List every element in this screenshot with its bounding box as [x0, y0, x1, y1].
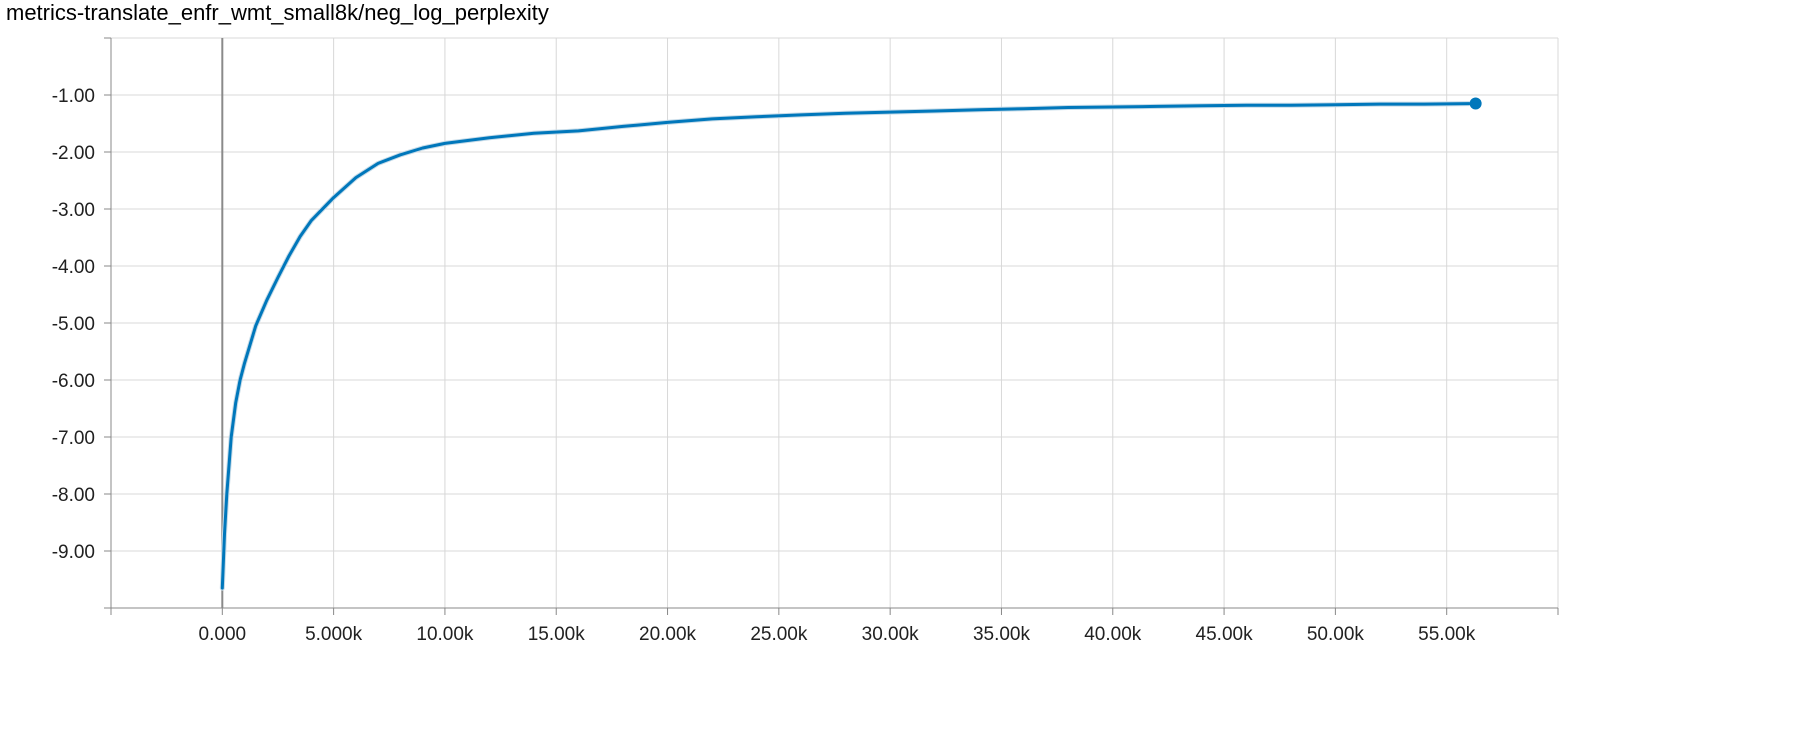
series-line: [220, 102, 1471, 590]
x-tick-label: 20.00k: [639, 624, 697, 645]
y-tick-label: -8.00: [52, 485, 95, 506]
x-tick-label: 25.00k: [750, 624, 808, 645]
last-point-marker: [1469, 97, 1482, 110]
x-tick-label: 50.00k: [1307, 624, 1365, 645]
y-tick-labels: -1.00 -2.00 -3.00 -4.00 -5.00 -6.00 -7.00 -8.00…: [52, 86, 95, 563]
x-tick-label: 15.00k: [528, 624, 586, 645]
x-tick-label: 0.000: [199, 624, 247, 645]
y-tick-label: -9.00: [52, 542, 95, 563]
y-tick-label: -3.00: [52, 200, 95, 221]
grid-lines: [111, 37, 1559, 608]
chart-title: metrics-translate_enfr_wmt_small8k/neg_l…: [6, 0, 549, 25]
x-tick-labels: 0.000 5.000k 10.00k 15.00k 20.00k 25.00k 30.00…: [199, 624, 1476, 645]
x-tick-label: 30.00k: [862, 624, 920, 645]
y-tick-label: -6.00: [52, 371, 95, 392]
x-tick-label: 35.00k: [973, 624, 1031, 645]
axes: [104, 37, 1559, 615]
x-tick-label: 55.00k: [1418, 624, 1476, 645]
series-raw-shadow: [219, 101, 1472, 591]
y-tick-label: -1.00: [52, 86, 95, 107]
x-tick-label: 10.00k: [416, 624, 474, 645]
y-tick-label: -5.00: [52, 314, 95, 335]
series-layer: [219, 97, 1482, 591]
x-tick-label: 5.000k: [305, 624, 363, 645]
y-tick-label: -2.00: [52, 143, 95, 164]
x-tick-label: 45.00k: [1196, 624, 1254, 645]
y-tick-label: -4.00: [52, 257, 95, 278]
x-tick-label: 40.00k: [1084, 624, 1142, 645]
y-tick-label: -7.00: [52, 428, 95, 449]
